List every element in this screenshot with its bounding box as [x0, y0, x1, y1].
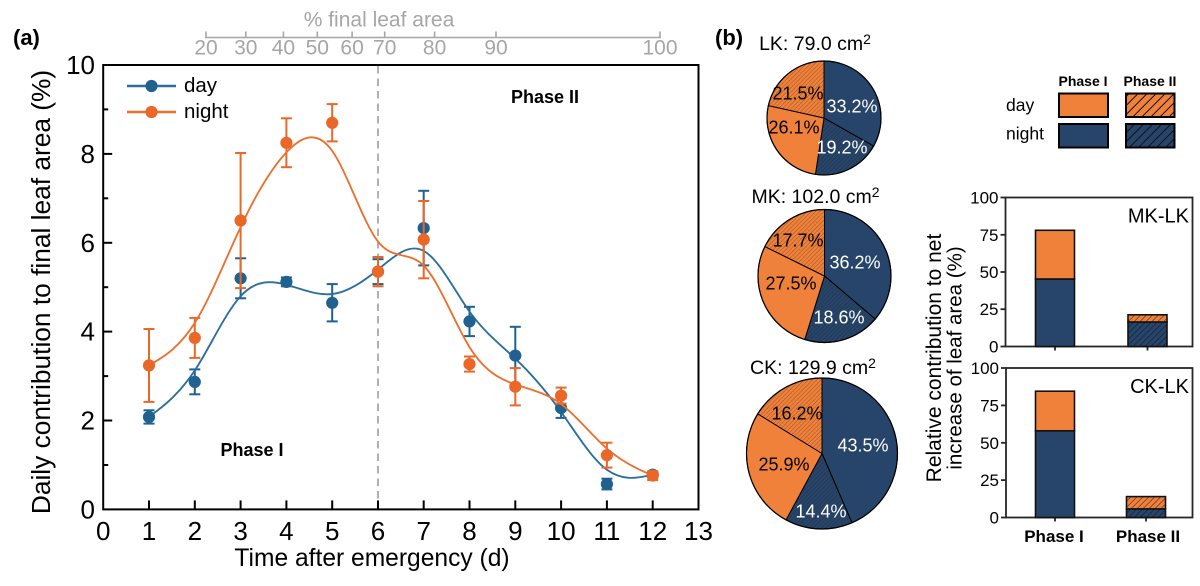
svg-text:19.2%: 19.2% [816, 137, 867, 157]
svg-text:11: 11 [593, 516, 620, 546]
svg-text:9: 9 [508, 516, 522, 546]
svg-text:16.2%: 16.2% [771, 403, 822, 423]
svg-text:3: 3 [233, 516, 247, 546]
svg-text:Daily contribution to final le: Daily contribution to final leaf area (%… [26, 70, 56, 514]
svg-text:80: 80 [423, 37, 446, 60]
svg-text:100: 100 [642, 37, 677, 60]
svg-text:14.4%: 14.4% [795, 501, 846, 521]
svg-text:17.7%: 17.7% [772, 230, 823, 250]
svg-text:100: 100 [971, 359, 999, 378]
svg-text:90: 90 [484, 37, 507, 60]
svg-text:8: 8 [462, 516, 476, 546]
svg-text:CK: 129.9 cm2: CK: 129.9 cm2 [750, 355, 876, 379]
svg-text:13: 13 [684, 516, 713, 546]
svg-text:75: 75 [980, 226, 999, 245]
svg-text:Phase II: Phase II [1124, 73, 1177, 89]
svg-text:4: 4 [279, 516, 293, 546]
svg-text:night: night [1006, 124, 1044, 144]
svg-text:1: 1 [142, 516, 156, 546]
svg-text:60: 60 [340, 37, 363, 60]
svg-text:4: 4 [81, 317, 95, 347]
svg-text:(a): (a) [13, 25, 40, 50]
svg-text:2: 2 [188, 516, 202, 546]
svg-text:75: 75 [980, 396, 999, 415]
svg-text:20: 20 [194, 37, 217, 60]
svg-text:Phase II: Phase II [511, 87, 579, 107]
svg-text:LK: 79.0 cm2: LK: 79.0 cm2 [759, 31, 871, 55]
svg-text:33.2%: 33.2% [826, 96, 877, 116]
svg-text:Phase I: Phase I [1024, 527, 1084, 546]
svg-text:Phase I: Phase I [1058, 73, 1107, 89]
svg-text:MK-LK: MK-LK [1128, 206, 1190, 228]
svg-text:Time after emergency (d): Time after emergency (d) [234, 545, 509, 572]
svg-text:43.5%: 43.5% [837, 435, 888, 455]
svg-text:40: 40 [272, 37, 295, 60]
svg-text:0: 0 [989, 338, 998, 357]
svg-text:6: 6 [81, 228, 95, 258]
svg-text:0: 0 [96, 516, 110, 546]
svg-text:50: 50 [980, 263, 999, 282]
svg-text:18.6%: 18.6% [813, 307, 864, 327]
svg-text:increase of leaf area (%): increase of leaf area (%) [944, 246, 967, 469]
svg-text:8: 8 [81, 139, 95, 169]
svg-text:100: 100 [970, 189, 998, 208]
svg-text:day: day [184, 74, 218, 97]
svg-text:7: 7 [416, 516, 430, 546]
svg-text:50: 50 [980, 434, 999, 453]
svg-text:5: 5 [325, 516, 339, 546]
svg-text:25: 25 [980, 300, 999, 319]
svg-text:70: 70 [373, 37, 396, 60]
svg-text:25: 25 [980, 471, 999, 490]
svg-text:Phase I: Phase I [220, 440, 283, 460]
svg-text:% final leaf area: % final leaf area [304, 9, 455, 32]
svg-text:Phase II: Phase II [1116, 527, 1180, 546]
svg-text:0: 0 [990, 509, 999, 528]
svg-text:MK: 102.0 cm2: MK: 102.0 cm2 [751, 184, 879, 208]
svg-text:day: day [1006, 95, 1034, 115]
svg-text:25.9%: 25.9% [758, 454, 809, 474]
svg-text:Relative contribution to net: Relative contribution to net [923, 234, 946, 483]
svg-text:36.2%: 36.2% [829, 252, 880, 272]
svg-text:CK-LK: CK-LK [1130, 376, 1190, 398]
svg-text:night: night [184, 100, 229, 123]
svg-text:(b): (b) [715, 25, 743, 50]
svg-text:10: 10 [547, 516, 576, 546]
svg-text:10: 10 [66, 50, 95, 80]
svg-text:26.1%: 26.1% [768, 117, 819, 137]
svg-text:30: 30 [234, 37, 257, 60]
svg-text:27.5%: 27.5% [765, 273, 816, 293]
svg-text:12: 12 [638, 516, 667, 546]
svg-text:6: 6 [371, 516, 385, 546]
svg-text:21.5%: 21.5% [772, 83, 823, 103]
svg-text:50: 50 [306, 37, 329, 60]
svg-text:0: 0 [81, 494, 95, 524]
svg-text:2: 2 [81, 406, 95, 436]
